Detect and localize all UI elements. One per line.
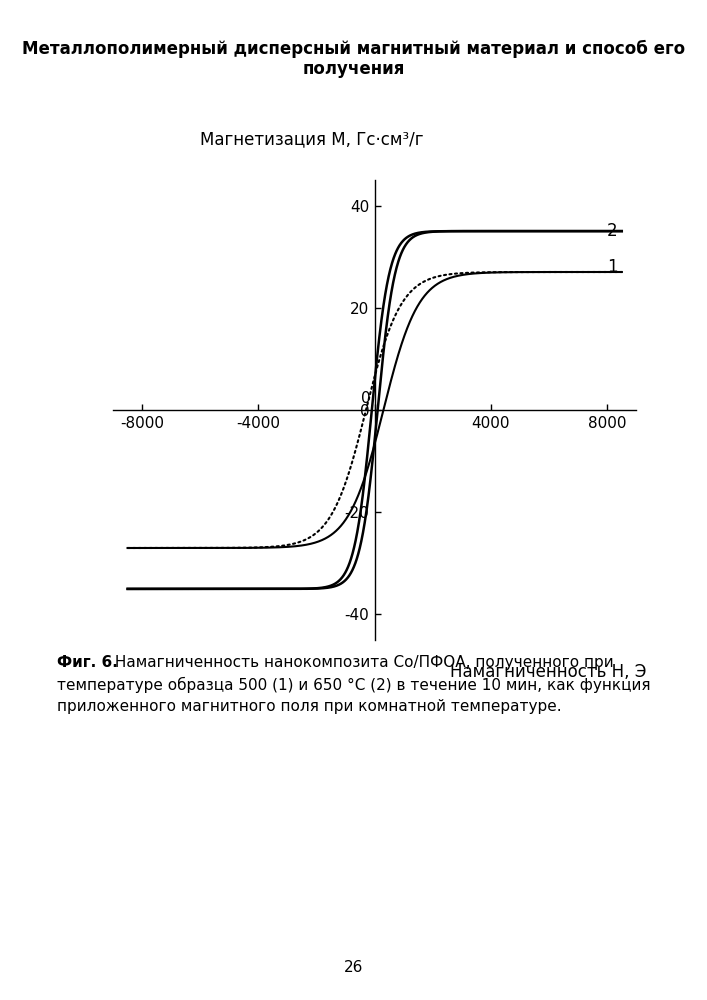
Text: получения: получения xyxy=(303,60,404,78)
Text: 0: 0 xyxy=(361,391,370,406)
Text: Фиг. 6.: Фиг. 6. xyxy=(57,655,117,670)
Text: 1: 1 xyxy=(607,258,618,276)
Text: температуре образца 500 (1) и 650 °С (2) в течение 10 мин, как функция: температуре образца 500 (1) и 650 °С (2)… xyxy=(57,677,650,693)
Text: 2: 2 xyxy=(607,222,618,240)
Text: Магнетизация М, Гс·см³/г: Магнетизация М, Гс·см³/г xyxy=(200,130,423,148)
Text: Намагниченность Н, Э: Намагниченность Н, Э xyxy=(450,663,647,681)
Text: 26: 26 xyxy=(344,960,363,975)
Text: Металлополимерный дисперсный магнитный материал и способ его: Металлополимерный дисперсный магнитный м… xyxy=(22,40,685,58)
Text: Намагниченность нанокомпозита Со/ПФОА, полученного при: Намагниченность нанокомпозита Со/ПФОА, п… xyxy=(110,655,613,670)
Text: приложенного магнитного поля при комнатной температуре.: приложенного магнитного поля при комнатн… xyxy=(57,699,561,714)
